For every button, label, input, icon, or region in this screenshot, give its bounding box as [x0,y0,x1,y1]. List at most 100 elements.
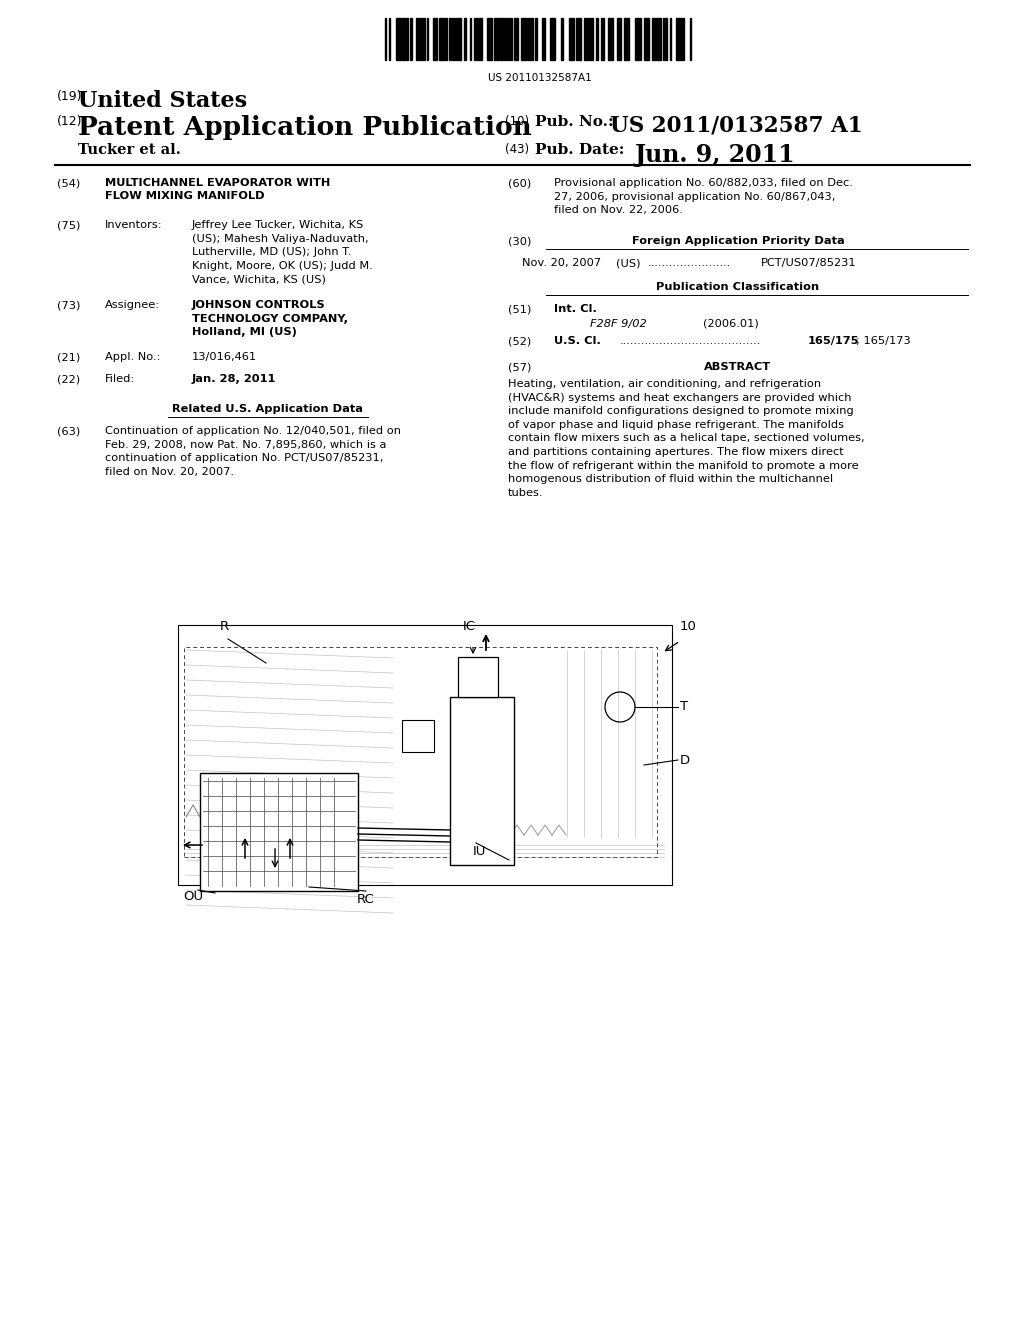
Bar [542,18,545,59]
Bar [178,624,672,884]
Bar [531,18,532,59]
Bar [666,18,667,59]
Bar [456,18,462,59]
Text: (52): (52) [508,337,531,346]
Text: Jan. 28, 2011: Jan. 28, 2011 [193,374,276,384]
Bar [527,18,530,59]
Bar [596,18,598,59]
Text: (73): (73) [57,300,80,310]
Bar [569,18,574,59]
Bar [514,18,518,59]
Text: IU: IU [473,845,486,858]
Text: OU: OU [183,890,203,903]
Text: Publication Classification: Publication Classification [656,282,819,292]
Bar [450,18,451,59]
Bar [487,18,493,59]
Bar [656,18,662,59]
Text: US 20110132587A1: US 20110132587A1 [488,73,592,83]
Text: .......................................: ....................................... [620,337,762,346]
Text: US 2011/0132587 A1: US 2011/0132587 A1 [610,115,862,137]
Text: PCT/US07/85231: PCT/US07/85231 [761,257,857,268]
Bar [473,18,475,59]
Bar [507,18,510,59]
Text: Filed:: Filed: [105,374,135,384]
Bar [421,18,423,59]
Bar [407,18,408,59]
Bar [635,18,639,59]
Bar [427,18,428,59]
Bar [402,719,434,752]
Text: Related U.S. Application Data: Related U.S. Application Data [172,404,364,414]
Bar [575,18,581,59]
Text: JOHNSON CONTROLS
TECHNOLOGY COMPANY,
Holland, MI (US): JOHNSON CONTROLS TECHNOLOGY COMPANY, Hol… [193,300,348,337]
Bar [663,18,665,59]
Bar [464,18,466,59]
Text: (19): (19) [57,90,83,103]
Bar [624,18,629,59]
Text: Int. Cl.: Int. Cl. [554,304,597,314]
Text: (30): (30) [508,236,531,246]
Bar [601,18,604,59]
Text: Assignee:: Assignee: [105,300,160,310]
Bar [676,18,682,59]
Bar [438,18,444,59]
Text: (US): (US) [616,257,640,268]
Text: (2006.01): (2006.01) [703,319,759,329]
Text: Appl. No.:: Appl. No.: [105,352,161,362]
Text: ; 165/173: ; 165/173 [856,337,910,346]
Bar [590,18,593,59]
Bar [584,18,589,59]
Text: ABSTRACT: ABSTRACT [705,362,771,372]
Bar [184,647,657,857]
Bar [445,18,446,59]
Bar [416,18,420,59]
Text: (22): (22) [57,374,80,384]
Bar [652,18,654,59]
Bar [470,18,471,59]
Bar [550,18,555,59]
Bar [640,18,641,59]
Bar [458,657,498,697]
Text: (21): (21) [57,352,80,362]
Text: .......................: ....................... [648,257,731,268]
Bar [511,18,512,59]
Text: Pub. Date:: Pub. Date: [535,143,625,157]
Bar [561,18,563,59]
Bar [536,18,537,59]
Bar [200,774,358,891]
Text: RC: RC [357,894,375,906]
Text: (43): (43) [505,143,529,156]
Bar [505,18,506,59]
Text: (54): (54) [57,178,80,187]
Bar [520,18,526,59]
Bar [494,18,499,59]
Text: (12): (12) [57,115,83,128]
Bar [395,18,401,59]
Text: T: T [680,701,688,714]
Text: Pub. No.:: Pub. No.: [535,115,613,129]
Bar [385,18,386,59]
Text: U.S. Cl.: U.S. Cl. [554,337,601,346]
Text: (60): (60) [508,178,531,187]
Bar [479,18,481,59]
Bar [644,18,649,59]
Bar [476,18,477,59]
Text: F28F 9/02: F28F 9/02 [590,319,647,329]
Bar [453,18,455,59]
Text: (75): (75) [57,220,80,230]
Text: Continuation of application No. 12/040,501, filed on
Feb. 29, 2008, now Pat. No.: Continuation of application No. 12/040,5… [105,426,401,477]
Text: Jeffrey Lee Tucker, Wichita, KS
(US); Mahesh Valiya-Naduvath,
Lutherville, MD (U: Jeffrey Lee Tucker, Wichita, KS (US); Ma… [193,220,373,284]
Text: Heating, ventilation, air conditioning, and refrigeration
(HVAC&R) systems and h: Heating, ventilation, air conditioning, … [508,379,864,498]
Text: Jun. 9, 2011: Jun. 9, 2011 [635,143,796,168]
Bar [402,18,406,59]
Text: 13/016,461: 13/016,461 [193,352,257,362]
Text: IC: IC [463,620,476,634]
Bar [617,18,622,59]
Bar [424,18,425,59]
Text: (63): (63) [57,426,80,436]
Bar [670,18,671,59]
Text: MULTICHANNEL EVAPORATOR WITH
FLOW MIXING MANIFOLD: MULTICHANNEL EVAPORATOR WITH FLOW MIXING… [105,178,331,201]
Text: Foreign Application Priority Data: Foreign Application Priority Data [632,236,845,246]
Text: Tucker et al.: Tucker et al. [78,143,181,157]
Bar [433,18,437,59]
